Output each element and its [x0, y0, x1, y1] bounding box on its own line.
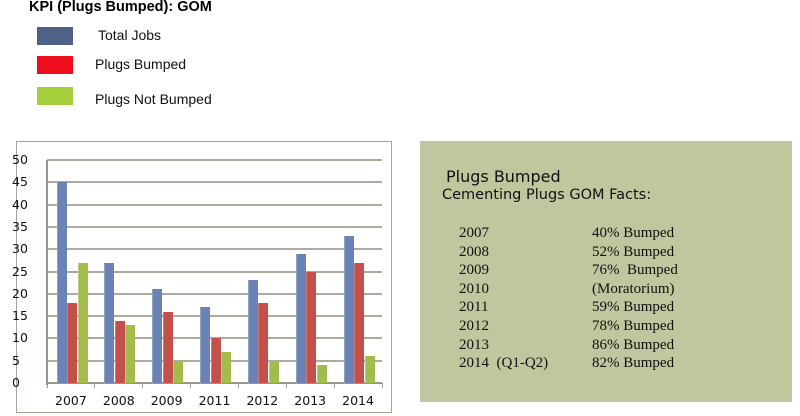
x-tick-label: 2011	[198, 393, 231, 408]
x-tick-mark	[333, 383, 335, 388]
facts-value: 52% Bumped	[592, 243, 675, 260]
facts-year: 2014 (Q1-Q2)	[459, 355, 549, 372]
gridline	[47, 292, 382, 295]
y-tick-label: 20	[12, 285, 28, 301]
facts-panel: Plugs Bumped Cementing Plugs GOM Facts: …	[420, 141, 792, 402]
bar-plugs-bumped	[306, 271, 317, 383]
facts-value: 82% Bumped	[592, 355, 675, 372]
bar-plugs-not-bumped	[125, 325, 136, 383]
bar-plugs-not-bumped	[173, 360, 184, 383]
x-tick-mark	[381, 383, 383, 388]
x-tick-mark	[142, 383, 144, 388]
gridline	[47, 159, 382, 161]
y-tick-label: 35	[12, 218, 28, 234]
x-tick-mark	[237, 383, 239, 388]
facts-year: 2008	[459, 243, 489, 260]
x-axis	[46, 382, 382, 384]
bar-total-jobs	[152, 289, 163, 383]
x-tick-mark	[190, 383, 192, 388]
gridline	[47, 181, 382, 184]
facts-value: 86% Bumped	[592, 336, 675, 353]
legend-swatch-plugs-bumped	[37, 56, 73, 74]
facts-value: 76% Bumped	[592, 262, 678, 279]
facts-year: 2009	[459, 262, 489, 279]
y-tick-label: 10	[12, 330, 28, 346]
bar-total-jobs	[295, 253, 306, 383]
x-tick-label: 2013	[294, 393, 327, 408]
x-tick-label: 2008	[102, 393, 135, 408]
bar-plugs-not-bumped	[268, 360, 279, 383]
bar-plugs-bumped	[114, 320, 125, 383]
facts-heading: Plugs Bumped	[446, 167, 561, 186]
bar-total-jobs	[200, 307, 211, 383]
legend-label: Plugs Not Bumped	[95, 91, 212, 107]
y-tick-label: 25	[12, 263, 28, 279]
facts-value: 59% Bumped	[592, 299, 675, 316]
bar-plugs-not-bumped	[364, 356, 375, 383]
facts-subheading: Cementing Plugs GOM Facts:	[442, 187, 652, 203]
facts-year: 2011	[459, 299, 489, 316]
y-tick-label: 50	[12, 152, 28, 167]
bar-total-jobs	[247, 280, 258, 383]
bar-plugs-bumped	[162, 311, 173, 383]
facts-year: 2012	[459, 318, 489, 334]
facts-value: 40% Bumped	[592, 225, 675, 241]
y-tick-label: 45	[12, 174, 28, 190]
legend-label: Total Jobs	[98, 27, 162, 43]
bar-plugs-bumped	[354, 262, 365, 383]
y-tick-label: 30	[12, 241, 28, 257]
legend-swatch-plugs-not-bumped	[37, 87, 73, 105]
bar-plugs-bumped	[210, 338, 221, 383]
gridline	[47, 248, 382, 251]
x-tick-label: 2012	[246, 393, 279, 408]
bar-plugs-not-bumped	[77, 262, 88, 383]
gridline	[47, 225, 382, 228]
x-tick-label: 2009	[150, 393, 183, 408]
x-tick-label: 2007	[55, 393, 87, 408]
bar-plugs-not-bumped	[221, 351, 232, 383]
bar-total-jobs	[104, 262, 115, 383]
bar-total-jobs	[343, 235, 354, 383]
chart-title: KPI (Plugs Bumped): GOM	[29, 0, 212, 15]
bar-plugs-bumped	[258, 302, 269, 383]
bar-plugs-bumped	[67, 302, 77, 383]
x-tick-label: 2014	[342, 393, 374, 408]
x-tick-mark	[94, 383, 96, 388]
y-tick-label: 15	[12, 308, 28, 324]
facts-value: (Moratorium)	[592, 280, 675, 297]
gridline	[47, 270, 382, 273]
legend-label: Plugs Bumped	[95, 56, 187, 72]
facts-year: 2007	[459, 225, 489, 241]
facts-year: 2010	[459, 280, 489, 297]
bar-plugs-not-bumped	[316, 365, 327, 383]
y-tick-label: 40	[12, 196, 28, 212]
x-tick-mark	[285, 383, 287, 388]
bar-total-jobs	[56, 182, 67, 383]
facts-value: 78% Bumped	[592, 318, 675, 334]
facts-year: 2013	[459, 336, 489, 353]
y-tick-label: 0	[12, 375, 20, 390]
gridline	[47, 315, 382, 318]
y-axis	[46, 160, 48, 385]
legend-swatch-total-jobs	[37, 27, 73, 45]
x-tick-mark	[46, 383, 48, 388]
gridline	[47, 203, 382, 206]
y-tick-label: 5	[12, 352, 20, 368]
